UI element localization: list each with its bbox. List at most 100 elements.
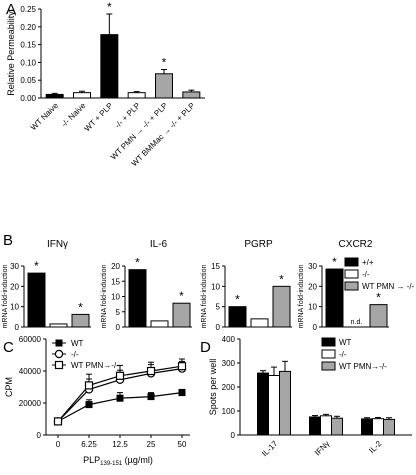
y-tick-label: 60000 (19, 335, 42, 344)
significance-star: * (235, 293, 240, 307)
bar (100, 34, 119, 99)
panel-letter-d: D (200, 339, 211, 356)
y-tick-label: 400 (222, 335, 236, 344)
y-tick-label: 20 (111, 262, 120, 271)
y-tick-label: 0.20 (20, 23, 36, 32)
bar (320, 415, 332, 436)
legend-marker (54, 349, 64, 359)
panel-c-chart: 0 20000 40000 60000 CPM 0 6.25 12.5 25 50 PLP139-1… (4, 335, 190, 467)
legend-swatch (344, 269, 359, 279)
significance-star: * (376, 291, 381, 305)
y-tick-label: 30 (10, 262, 19, 271)
data-point (53, 417, 63, 426)
bar (250, 318, 269, 328)
y-axis-label: mRNA fold-induction (101, 264, 108, 328)
y-tick-label: 5 (116, 308, 121, 317)
x-axis-label: PLP139-151 (µg/ml) (83, 455, 153, 467)
y-axis-label: mRNA fold-induction (2, 264, 9, 328)
significance-star: * (332, 255, 337, 269)
bar (272, 285, 291, 328)
panel-letter-c: C (3, 339, 14, 356)
y-tick-label: 30 (308, 262, 317, 271)
panel-letter-b: B (3, 232, 13, 249)
data-point (178, 389, 186, 397)
legend-label: WT PMN→-/- (339, 362, 387, 371)
significance-star: * (78, 300, 83, 314)
bar (369, 304, 388, 328)
significance-star: * (179, 289, 184, 303)
bar (49, 323, 68, 328)
panel-letter-a: A (6, 1, 16, 18)
bar (309, 416, 321, 436)
y-axis-label: Spots per well (208, 359, 218, 416)
x-category-label: IL-17 (260, 439, 280, 459)
y-tick-label: 0.05 (20, 76, 36, 85)
bar (127, 92, 146, 99)
y-tick-label: 0.15 (20, 41, 36, 50)
legend-swatch (344, 281, 359, 291)
legend: WT -/- WT PMN→-/- (321, 337, 387, 371)
y-tick-label: 20000 (19, 399, 42, 408)
significance-star: * (107, 0, 112, 14)
y-tick-label: 0 (15, 323, 20, 332)
bar (372, 418, 384, 436)
bar (150, 320, 169, 328)
bar (45, 93, 64, 99)
legend-label: WT PMN → -/- (362, 282, 415, 291)
y-tick-label: 0 (37, 431, 42, 440)
not-detected-label: n.d. (351, 319, 363, 326)
y-axis-label: CPM (4, 377, 14, 397)
y-tick-label: 0.00 (20, 94, 36, 103)
legend-swatch (321, 361, 336, 371)
bar (27, 272, 46, 328)
bar (155, 73, 173, 99)
x-tick-label: 50 (178, 440, 187, 449)
x-category-label: IL-2 (367, 439, 384, 456)
bar (383, 418, 395, 436)
y-tick-label: 0 (116, 323, 121, 332)
y-axis-label: mRNA fold-induction (201, 264, 208, 328)
series-2: WT PMN→-/- (52, 358, 187, 426)
legend-label: -/- (339, 350, 347, 359)
y-tick-label: 15 (211, 262, 220, 271)
x-category-label: WT + PLP (83, 101, 115, 133)
legend-label: WT (71, 339, 84, 348)
bar (361, 418, 373, 436)
y-tick-label: 20 (10, 282, 19, 291)
y-axis-label: mRNA fold-induction (298, 264, 305, 328)
bar (325, 268, 344, 328)
legend-marker (54, 360, 64, 370)
bar (71, 313, 90, 328)
legend-swatch (344, 257, 359, 267)
legend-marker (55, 339, 63, 347)
legend-label: -/- (362, 270, 370, 279)
bar (279, 370, 291, 436)
legend-label: -/- (71, 350, 79, 359)
significance-star: * (162, 56, 167, 70)
x-tick-label: 6.25 (81, 440, 97, 449)
data-point (116, 394, 124, 402)
bar (331, 417, 343, 436)
x-category-label: WT Naive (29, 101, 60, 132)
subplot-title: PGRP (244, 239, 273, 250)
significance-star: * (279, 272, 284, 286)
y-axis-label: Relative Permeability (6, 11, 16, 96)
y-tick-label: 15 (111, 277, 120, 286)
x-tick-label: 25 (147, 440, 156, 449)
y-tick-label: 0 (231, 431, 236, 440)
x-tick-label: 12.5 (112, 440, 128, 449)
data-point (84, 381, 94, 390)
y-tick-label: 10 (10, 303, 19, 312)
y-tick-label: 100 (222, 407, 236, 416)
legend-label: +/+ (362, 258, 374, 267)
panel-d-chart: 0 100 200 300 400 Spots per well IL-17 IFNγ IL-2… (208, 335, 412, 458)
y-tick-label: 20 (308, 282, 317, 291)
y-tick-label: 0 (216, 323, 221, 332)
y-tick-label: 10 (111, 293, 120, 302)
y-tick-label: 300 (222, 359, 236, 368)
y-tick-label: 200 (222, 383, 236, 392)
bar (182, 91, 201, 99)
